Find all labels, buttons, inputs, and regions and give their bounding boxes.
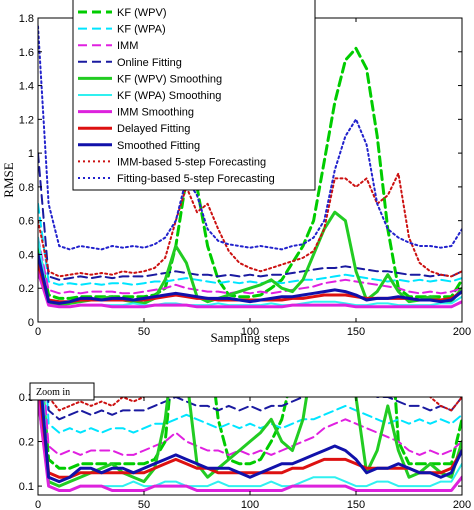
legend-label-imm-based-5-step-forecasting: IMM-based 5-step Forecasting [117, 156, 266, 168]
main-x-tick-label: 0 [35, 326, 41, 338]
main-series-imm-based-5-step-forecasting [38, 172, 462, 278]
main-series-imm-smoothing [38, 269, 462, 309]
main-x-tick-label: 50 [138, 326, 150, 338]
zoom-series-imm-based-5-step-forecasting [47, 397, 462, 412]
zoom-series-group [38, 397, 462, 492]
legend-label-delayed-fitting: Delayed Fitting [117, 123, 190, 135]
main-series-imm [38, 236, 462, 295]
legend-label-kf-wpv-smoothing: KF (WPV) Smoothing [117, 73, 222, 85]
zoom-series-online-fitting [47, 397, 462, 421]
main-y-tick-label: 0 [28, 317, 34, 329]
legend-label-kf-wpa-smoothing: KF (WPA) Smoothing [117, 90, 221, 102]
legend-label-smoothed-fitting: Smoothed Fitting [117, 140, 200, 152]
zoom-annotation: Zoom in [36, 387, 70, 398]
main-x-tick-label: 200 [453, 326, 471, 338]
main-x-tick-label: 100 [241, 326, 259, 338]
main-series-online-fitting [38, 152, 462, 281]
main-y-tick-label: 0.8 [19, 182, 34, 194]
main-series-group [38, 25, 462, 309]
zoom-series-imm-smoothing [38, 397, 462, 492]
main-y-tick-label: 0.6 [19, 216, 34, 228]
main-x-axis-label: Sampling steps [210, 330, 289, 345]
legend-label-imm-smoothing: IMM Smoothing [117, 107, 194, 119]
legend-label-imm: IMM [117, 40, 138, 52]
zoom-series-kf-wpv-smoothing [38, 397, 462, 488]
zoom-series-kf-wpa-smoothing [42, 397, 462, 492]
legend-label-online-fitting: Online Fitting [117, 57, 182, 69]
zoom-series-imm [43, 397, 462, 456]
zoom-x-tick-label: 200 [453, 499, 471, 510]
main-y-tick-label: 0.2 [19, 283, 34, 295]
main-series-kf-wpv-smoothing [38, 210, 462, 307]
zoom-series-kf-wpv [41, 397, 462, 470]
zoom-x-tick-label: 50 [138, 499, 150, 510]
legend-label-fitting-based-5-step-forecasting: Fitting-based 5-step Forecasting [117, 173, 275, 185]
zoom-x-tick-label: 0 [35, 499, 41, 510]
zoom-y-tick-label: 0.2 [19, 437, 34, 449]
main-y-tick-label: 1.4 [19, 81, 34, 93]
legend-label-kf-wpa: KF (WPA) [117, 24, 166, 36]
zoom-annotation-box [29, 382, 95, 401]
zoom-x-tick-label: 150 [347, 499, 365, 510]
main-y-axis-label: RMSE [1, 162, 16, 197]
zoom-y-tick-label: 0.1 [19, 481, 34, 493]
main-y-tick-label: 0.4 [19, 249, 34, 261]
legend-box [72, 0, 316, 191]
legend-items: KF (WPV) KF (WPA) IMM Online Fitting KF (WPV… [78, 7, 275, 185]
main-y-tick-label: 1.2 [19, 114, 34, 126]
main-series-fitting-based-5-step-forecasting [38, 25, 462, 251]
main-y-tick-label: 1.8 [19, 13, 34, 25]
main-x-tick-label: 150 [347, 326, 365, 338]
main-series-smoothed-fitting [38, 252, 462, 305]
legend-label-kf-wpv: KF (WPV) [117, 7, 167, 19]
zoom-x-tick-label: 100 [241, 499, 259, 510]
zoom-series-smoothed-fitting [40, 397, 462, 484]
legend: KF (WPV) KF (WPA) IMM Online Fitting KF (WPV… [72, 0, 316, 191]
main-y-tick-label: 1 [28, 148, 34, 160]
main-y-tick-label: 1.6 [19, 47, 34, 59]
